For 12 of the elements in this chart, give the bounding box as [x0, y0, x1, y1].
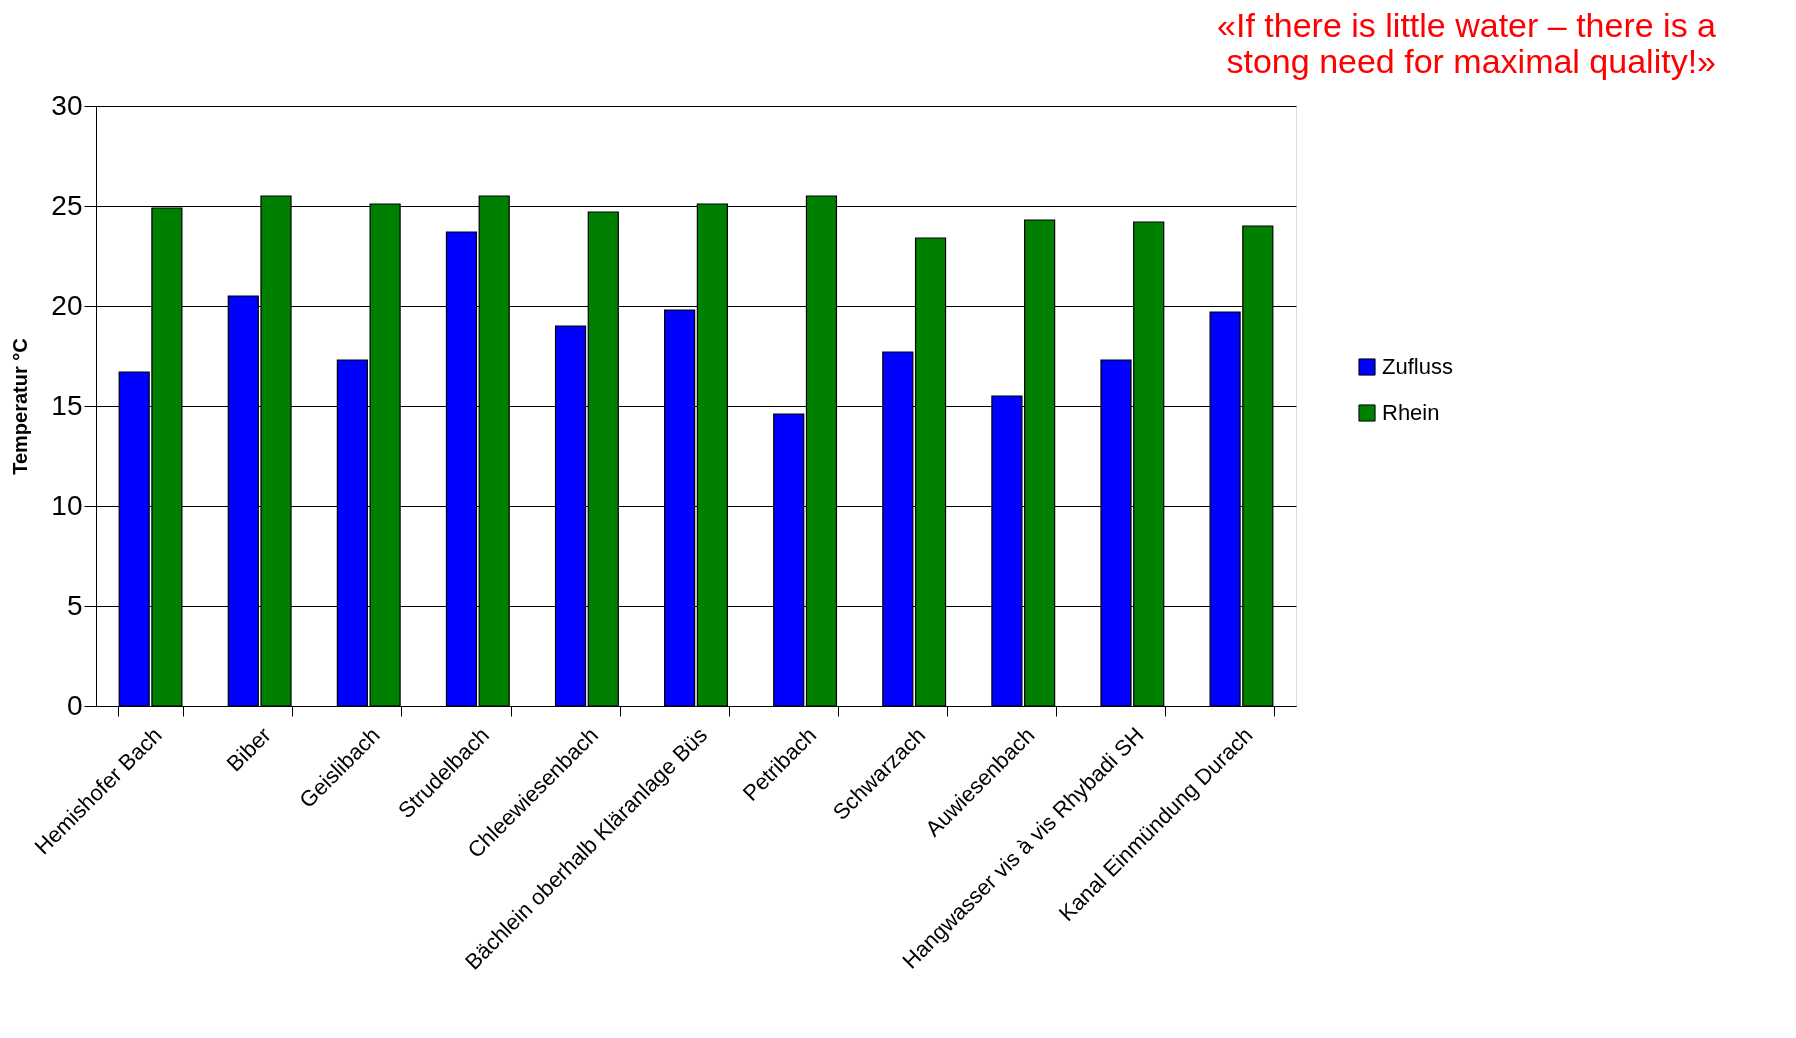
y-tick-label: 10 [51, 489, 83, 521]
legend-label: Zufluss [1382, 354, 1453, 379]
text: «If there is little water – there is a [1217, 6, 1717, 44]
y-tick-label: 15 [51, 389, 83, 421]
y-axis-title: Temperatur °C [9, 338, 32, 475]
y-tick-label: 20 [51, 289, 83, 321]
legend-label: Rhein [1382, 400, 1440, 425]
y-tick-label: 25 [51, 189, 83, 221]
y-tick-label: 5 [66, 589, 83, 621]
text: stong need for maximal quality!» [1226, 42, 1716, 80]
y-tick-label: 30 [51, 89, 83, 121]
y-tick-label: 0 [66, 689, 83, 721]
